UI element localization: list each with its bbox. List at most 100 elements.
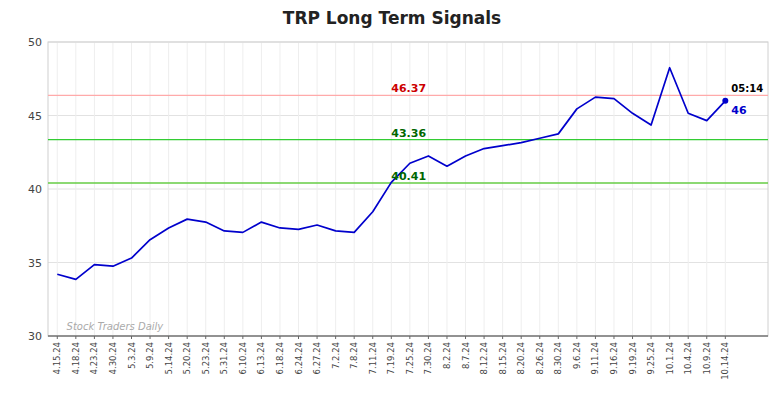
x-tick-label: 10.4.24 <box>683 342 693 374</box>
x-grid-line <box>502 42 503 336</box>
x-grid-line <box>372 42 373 336</box>
reference-label: 40.41 <box>391 170 426 183</box>
x-grid-line <box>354 42 355 336</box>
x-grid-line <box>57 42 58 336</box>
x-tick <box>279 336 280 339</box>
value-label: 46 <box>731 104 747 117</box>
plot-area <box>48 68 768 280</box>
x-axis-line <box>48 335 768 336</box>
x-tick-label: 5.31.24 <box>219 342 229 374</box>
x-grid-line <box>335 42 336 336</box>
x-grid-line <box>558 42 559 336</box>
x-tick-label: 9.6.24 <box>572 342 582 369</box>
x-tick-label: 6.13.24 <box>256 342 266 374</box>
x-tick <box>428 336 429 339</box>
x-tick-label: 7.19.24 <box>386 342 396 374</box>
chart: TRP Long Term Signals 30 35 40 45 50 4.15.24 4.… <box>0 0 784 398</box>
x-grid-line <box>484 42 485 336</box>
x-tick <box>298 336 299 339</box>
x-tick-label: 6.24.24 <box>294 342 304 374</box>
x-grid-line <box>651 42 652 336</box>
reference-label: 43.36 <box>391 127 426 140</box>
x-tick-label: 4.15.24 <box>52 342 62 374</box>
grid <box>48 42 768 336</box>
x-grid-line <box>595 42 596 336</box>
x-tick-label: 8.30.24 <box>553 342 563 374</box>
last-point <box>722 98 728 104</box>
x-tick-label: 7.30.24 <box>423 342 433 374</box>
x-tick-label: 10.9.24 <box>702 342 712 374</box>
reference-label: 46.37 <box>391 82 426 95</box>
x-tick-label: 6.18.24 <box>275 342 285 374</box>
x-tick <box>187 336 188 339</box>
x-tick <box>539 336 540 339</box>
x-grid-line <box>688 42 689 336</box>
y-grid-line <box>48 189 768 190</box>
x-tick-label: 7.11.24 <box>368 342 378 374</box>
x-tick-label: 6.10.24 <box>238 342 248 374</box>
x-grid-line <box>168 42 169 336</box>
y-tick-label: 40 <box>28 183 42 196</box>
x-grid-line <box>187 42 188 336</box>
y-tick-label: 35 <box>28 257 42 270</box>
x-grid-line <box>725 42 726 336</box>
x-tick <box>317 336 318 339</box>
x-tick <box>354 336 355 339</box>
x-tick-label: 8.26.24 <box>535 342 545 374</box>
x-tick <box>150 336 151 339</box>
y-grid-line <box>48 336 768 337</box>
x-tick-label: 5.14.24 <box>164 342 174 374</box>
y-tick-label: 50 <box>28 36 42 49</box>
x-tick <box>576 336 577 339</box>
x-tick-label: 10.1.24 <box>665 342 675 374</box>
x-tick <box>94 336 95 339</box>
x-grid-line <box>576 42 577 336</box>
x-grid-line <box>75 42 76 336</box>
x-tick <box>168 336 169 339</box>
x-tick-label: 4.18.24 <box>71 342 81 374</box>
x-tick-label: 8.7.24 <box>461 342 471 369</box>
x-tick <box>484 336 485 339</box>
x-grid-line <box>298 42 299 336</box>
x-tick <box>521 336 522 339</box>
x-tick <box>502 336 503 339</box>
x-grid-line <box>131 42 132 336</box>
x-grid-line <box>94 42 95 336</box>
x-tick <box>224 336 225 339</box>
plot-frame <box>48 42 768 336</box>
x-grid-line <box>539 42 540 336</box>
x-tick-label: 8.20.24 <box>516 342 526 374</box>
x-grid-line <box>613 42 614 336</box>
watermark: Stock Traders Daily <box>67 321 165 332</box>
x-tick-label: 4.30.24 <box>108 342 118 374</box>
x-tick-label: 9.25.24 <box>646 342 656 374</box>
x-tick <box>75 336 76 339</box>
x-tick-label: 5.3.24 <box>127 342 137 369</box>
x-grid-line <box>317 42 318 336</box>
x-tick <box>688 336 689 339</box>
y-tick-label: 30 <box>28 330 42 343</box>
x-tick <box>409 336 410 339</box>
x-tick-label: 9.11.24 <box>590 342 600 374</box>
x-tick-label: 10.14.24 <box>720 342 730 380</box>
x-tick <box>261 336 262 339</box>
x-tick-label: 9.19.24 <box>628 342 638 374</box>
x-grid-line <box>446 42 447 336</box>
x-tick-label: 8.15.24 <box>498 342 508 374</box>
x-tick <box>372 336 373 339</box>
x-tick <box>131 336 132 339</box>
x-grid-line <box>465 42 466 336</box>
x-tick <box>725 336 726 339</box>
x-tick-label: 5.20.24 <box>182 342 192 374</box>
x-tick <box>465 336 466 339</box>
x-tick-label: 7.2.24 <box>331 342 341 369</box>
time-label: 05:14 <box>731 83 763 94</box>
x-tick <box>242 336 243 339</box>
x-tick-label: 7.8.24 <box>349 342 359 369</box>
y-grid-line <box>48 262 768 263</box>
x-grid-line <box>261 42 262 336</box>
x-tick <box>335 336 336 339</box>
title: TRP Long Term Signals <box>283 8 501 28</box>
x-grid-line <box>521 42 522 336</box>
y-tick-label: 45 <box>28 110 42 123</box>
